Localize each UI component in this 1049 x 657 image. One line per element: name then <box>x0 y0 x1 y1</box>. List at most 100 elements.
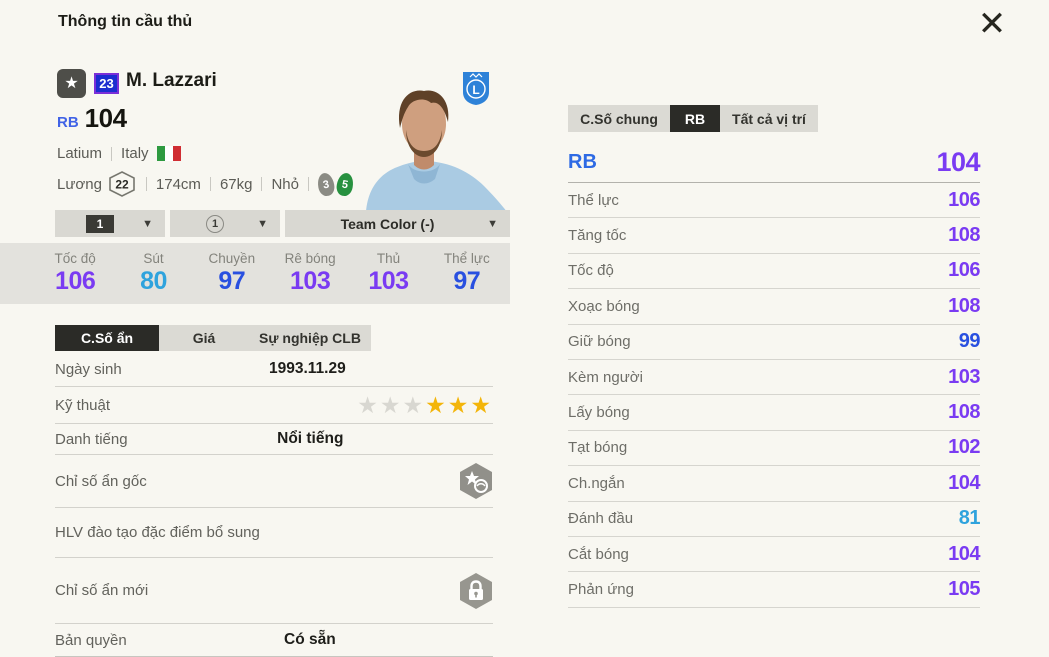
right-position-label: RB <box>568 151 597 173</box>
position-stat-value: 103 <box>948 365 980 388</box>
position-stat-row: Giữ bóng 99 <box>568 325 981 360</box>
position-stat-value: 104 <box>948 542 980 565</box>
quick-stat: Thể lực 97 <box>428 243 506 304</box>
stars-empty: ★★★ <box>357 391 426 418</box>
detail-row: Chỉ số ẩn gốc <box>55 455 493 508</box>
left-tab[interactable]: Sự nghiệp CLB <box>249 325 371 351</box>
player-position-overall: RB 104 <box>57 103 127 134</box>
position-stat-row: Cắt bóng 104 <box>568 537 980 573</box>
enhance-dropdown[interactable]: 1 ▼ <box>170 210 280 237</box>
position-stat-value: 81 <box>958 507 981 530</box>
player-photo <box>366 90 507 212</box>
position-stat-value: 104 <box>948 471 980 494</box>
position-stat-row: Tốc độ 106 <box>568 254 980 290</box>
divider <box>145 177 147 191</box>
left-tab[interactable]: Giá <box>159 325 249 351</box>
position-stat-row: Tạt bóng 102 <box>568 431 980 467</box>
left-tab[interactable]: C.Số ẩn <box>55 325 159 351</box>
detail-label: Chỉ số ẩn gốc <box>55 472 147 490</box>
close-button[interactable]: ✕ <box>966 0 1018 48</box>
quick-stat: Sút 80 <box>114 243 192 304</box>
weak-foot-value: 3 <box>321 177 331 191</box>
grade-value: 1 <box>86 214 114 233</box>
locked-stat-icon <box>459 572 493 610</box>
player-position: RB <box>57 114 79 131</box>
club-logo-letter: L <box>472 83 479 97</box>
quick-stats-list: Tốc độ 106 Sút 80 Chuyền 97 Rê bóng 103 … <box>36 243 506 304</box>
detail-row: Chỉ số ẩn mới <box>55 558 493 624</box>
player-name: M. Lazzari <box>126 70 217 91</box>
weak-foot-icon: 3 <box>316 171 336 197</box>
quick-stat: Thủ 103 <box>349 243 427 304</box>
divider <box>209 177 211 191</box>
position-stat-value: 108 <box>948 224 980 247</box>
enhance-value: 1 <box>206 214 224 233</box>
detail-value: Có sẵn <box>284 631 336 648</box>
chevron-down-icon: ▼ <box>257 217 268 230</box>
detail-label: Bản quyền <box>55 631 127 649</box>
right-tab[interactable]: C.Số chung <box>568 105 670 132</box>
quick-stat-value: 80 <box>140 267 167 295</box>
salary-value: 22 <box>115 178 129 192</box>
quick-stat-value: 97 <box>453 267 481 295</box>
position-stat-row: Đánh đầu 81 <box>568 502 981 537</box>
detail-label: Ngày sinh <box>55 360 122 378</box>
position-stat-label: Lấy bóng <box>568 404 630 422</box>
position-overall-header: RB 104 <box>568 143 980 183</box>
player-number-badge: 23 <box>94 73 119 94</box>
quick-stat-label: Thủ <box>376 251 401 266</box>
team-color-dropdown[interactable]: Team Color (-) ▼ <box>285 210 510 237</box>
position-stat-row: Kèm người 103 <box>568 360 980 396</box>
detail-label: Danh tiếng <box>55 430 128 448</box>
grade-dropdown[interactable]: 1 ▼ <box>55 210 165 237</box>
detail-label: HLV đào tạo đặc điểm bổ sung <box>55 524 260 541</box>
dropdown-row: 1 ▼ 1 ▼ Team Color (-) ▼ <box>55 210 510 237</box>
left-tab-bar: C.Số ẩn Giá Sự nghiệp CLB <box>55 325 371 351</box>
position-stat-value: 106 <box>948 188 980 211</box>
hidden-stat-icon[interactable] <box>459 462 493 500</box>
quick-stat: Tốc độ 106 <box>36 243 114 304</box>
detail-row: Kỹ thuật ★★★★★★ <box>55 387 493 424</box>
detail-row: Bản quyền Có sẵn <box>55 624 493 657</box>
player-overall: 104 <box>84 103 127 133</box>
team-color-value: Team Color (-) <box>340 215 435 232</box>
quick-stat-value: 106 <box>55 267 96 295</box>
quick-stat-label: Rê bóng <box>284 251 336 266</box>
player-body-type: Nhỏ <box>271 175 299 193</box>
detail-row: HLV đào tạo đặc điểm bổ sung <box>55 508 493 558</box>
position-stat-label: Kèm người <box>568 368 643 386</box>
detail-row: Danh tiếng Nổi tiếng <box>55 424 493 455</box>
quick-stats-band: Tốc độ 106 Sút 80 Chuyền 97 Rê bóng 103 … <box>0 243 510 304</box>
salary-label: Lương <box>57 175 102 193</box>
right-tab[interactable]: RB <box>670 105 720 132</box>
position-stats-list: Thể lực 106 Tăng tốc 108 Tốc độ 106 Xoạc… <box>568 183 981 608</box>
position-stat-label: Tăng tốc <box>568 227 627 245</box>
club-nation-row: Latium Italy <box>57 145 181 162</box>
star-icon: ★ <box>64 75 79 92</box>
quick-stat-label: Thể lực <box>443 251 490 266</box>
position-stat-label: Cắt bóng <box>568 545 629 563</box>
right-tab[interactable]: Tất cả vị trí <box>720 105 818 132</box>
chevron-down-icon: ▼ <box>487 217 498 230</box>
hidden-stats-list: Ngày sinh 1993.11.29 Kỹ thuật ★★★★★★ Dan… <box>55 352 493 657</box>
position-stat-label: Thể lực <box>568 191 619 209</box>
club-name: Latium <box>57 145 103 162</box>
nation-name: Italy <box>121 145 149 162</box>
position-stat-value: 105 <box>948 577 980 600</box>
detail-label: Chỉ số ẩn mới <box>55 582 149 599</box>
position-stat-row: Ch.ngắn 104 <box>568 466 980 502</box>
chevron-down-icon: ▼ <box>142 217 153 230</box>
quick-stat-value: 103 <box>290 267 331 295</box>
stars-filled: ★★★ <box>425 391 493 418</box>
position-stat-value: 108 <box>948 401 980 424</box>
quick-stat-label: Sút <box>143 251 164 266</box>
position-stat-label: Giữ bóng <box>568 333 631 351</box>
position-stat-row: Lấy bóng 108 <box>568 395 980 431</box>
player-height: 174cm <box>155 175 201 193</box>
favorite-star-button[interactable]: ★ <box>57 69 86 98</box>
position-stat-label: Tốc độ <box>568 262 614 280</box>
detail-value: 1993.11.29 <box>268 360 346 377</box>
quick-stat-value: 97 <box>218 267 246 295</box>
italy-flag-icon <box>156 146 181 161</box>
position-stat-value: 102 <box>948 436 980 459</box>
